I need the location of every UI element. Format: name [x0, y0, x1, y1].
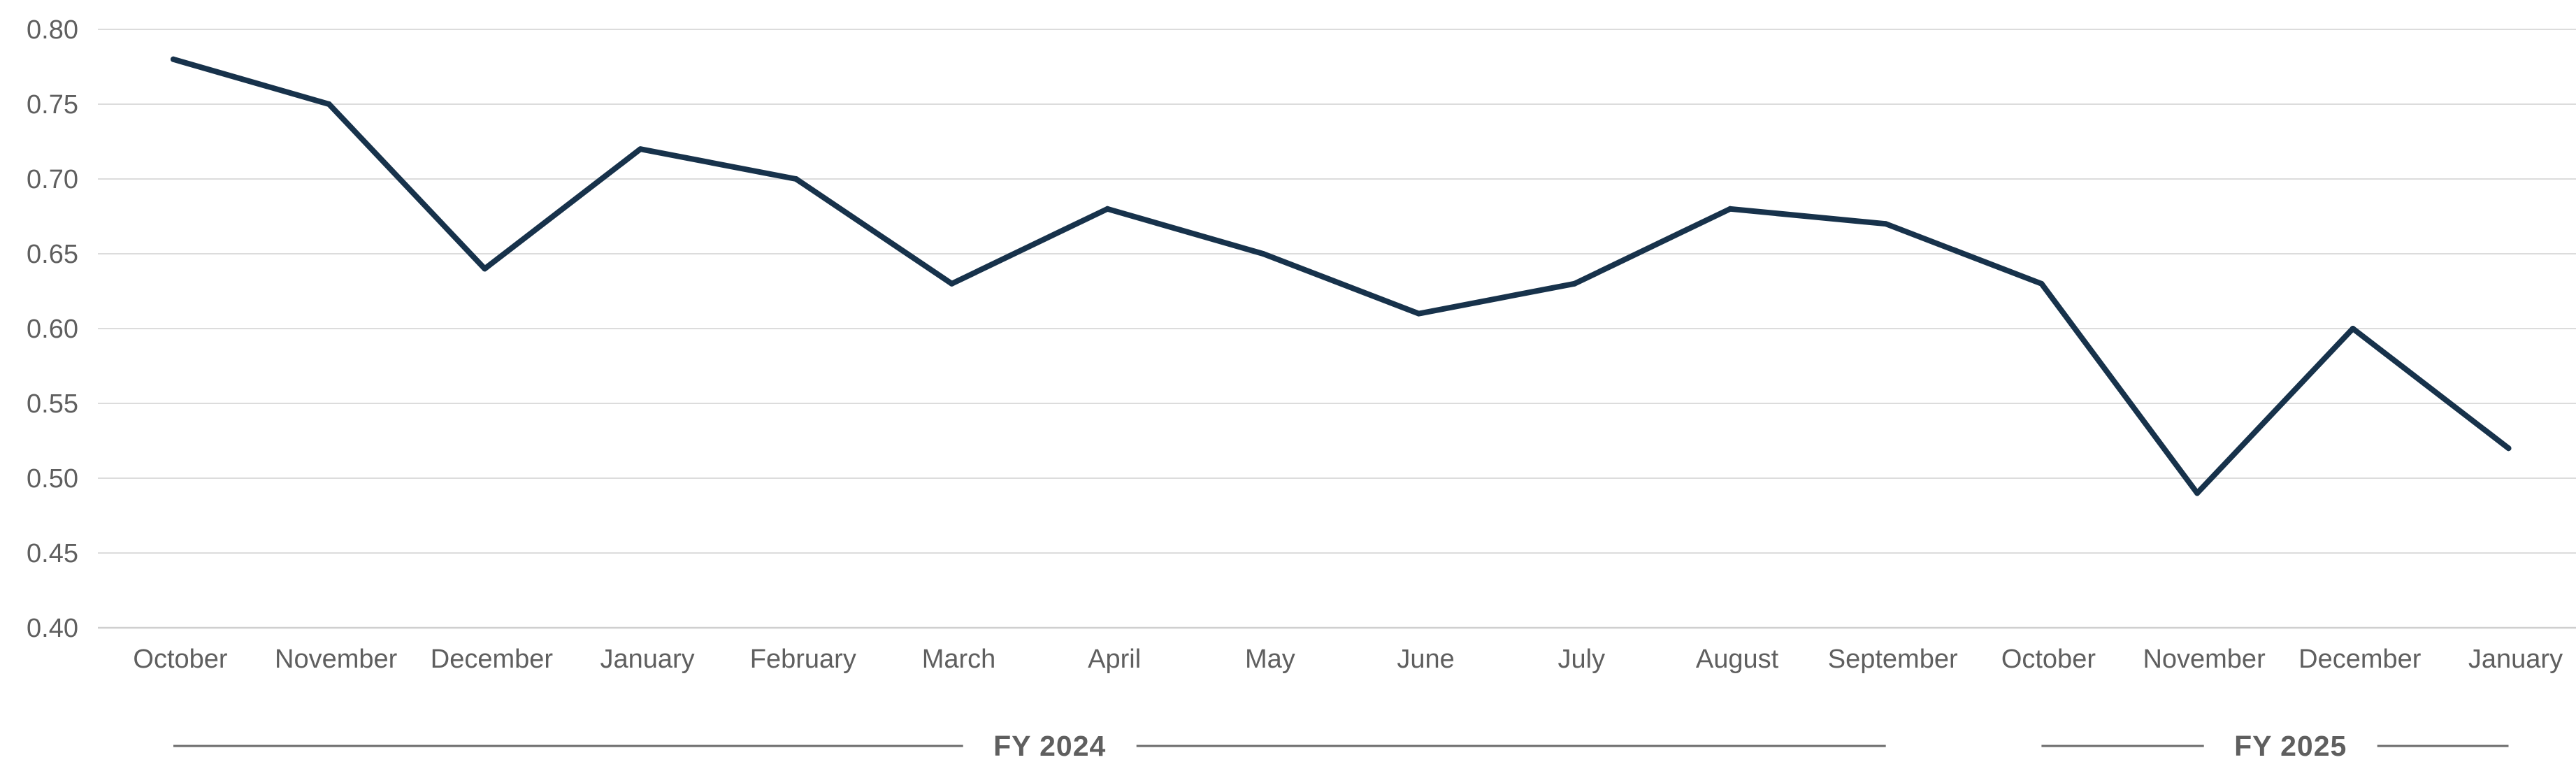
x-tick-label: October — [2001, 645, 2096, 674]
y-tick-label: 0.65 — [27, 240, 78, 269]
x-tick-label: August — [1696, 645, 1779, 674]
x-tick-label: March — [922, 645, 996, 674]
data-point — [2194, 490, 2201, 496]
x-tick-label: November — [2143, 645, 2266, 674]
data-point — [2505, 445, 2512, 452]
fiscal-year-groups: FY 2024 FY 2025 — [173, 730, 2509, 762]
x-tick-label: May — [1245, 645, 1295, 674]
x-tick-label: January — [2468, 645, 2563, 674]
y-tick-label: 0.55 — [27, 389, 78, 419]
x-tick-label: November — [275, 645, 398, 674]
x-tick-label: December — [2298, 645, 2422, 674]
y-tick-label: 0.75 — [27, 90, 78, 120]
data-point — [1727, 206, 1733, 212]
x-tick-label: December — [431, 645, 554, 674]
x-tick-label: October — [133, 645, 228, 674]
data-point — [1571, 280, 1578, 287]
data-point — [2038, 280, 2045, 287]
group-label: FY 2024 — [993, 730, 1106, 762]
y-tick-label: 0.45 — [27, 539, 78, 568]
data-point — [1104, 206, 1111, 212]
data-point — [1416, 310, 1422, 317]
x-tick-label: January — [600, 645, 694, 674]
x-axis: October November December January February Ma… — [133, 645, 2563, 674]
series-line — [171, 56, 2512, 496]
data-point — [949, 280, 955, 287]
series-layer — [171, 56, 2512, 496]
x-tick-label: September — [1828, 645, 1958, 674]
data-point — [2350, 326, 2356, 331]
data-point — [1260, 251, 1266, 257]
x-tick-label: July — [1558, 645, 1606, 674]
group-label: FY 2025 — [2234, 730, 2347, 762]
y-tick-label: 0.50 — [27, 464, 78, 494]
data-point — [1883, 221, 1889, 227]
data-point — [482, 266, 488, 272]
data-point — [171, 56, 176, 62]
y-tick-label: 0.70 — [27, 165, 78, 194]
x-tick-label: February — [750, 645, 856, 674]
y-axis: 0.40 0.45 0.50 0.55 0.60 0.65 0.70 0.75 0.80 — [27, 15, 78, 643]
x-tick-label: June — [1397, 645, 1454, 674]
x-tick-label: April — [1088, 645, 1141, 674]
data-point — [793, 176, 799, 182]
y-tick-label: 0.60 — [27, 315, 78, 344]
gridlines — [98, 29, 2576, 629]
y-tick-label: 0.80 — [27, 15, 78, 45]
data-point — [638, 146, 644, 152]
data-point — [326, 101, 332, 107]
y-tick-label: 0.40 — [27, 614, 78, 643]
